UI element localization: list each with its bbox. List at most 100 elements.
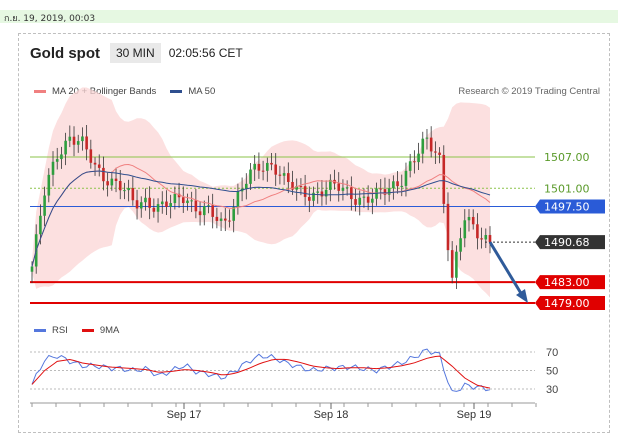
candle-body [228,220,231,222]
candle-body [371,198,374,203]
candle-body [455,251,458,278]
credit-text: Research © 2019 Trading Central [458,86,600,97]
candle-body [383,189,387,195]
level-label: 1507.00 [544,151,590,164]
candle-body [366,196,370,203]
candle-body [488,235,492,242]
candle-body [232,206,235,221]
candle-body [72,136,76,145]
legend-label: MA 50 [188,86,216,97]
legend-item-9ma: 9MA [81,325,119,336]
candle-body [446,203,450,251]
candle-body [51,161,55,175]
candle-body [123,190,126,192]
legend-item-rsi: RSI [34,325,68,336]
candle-body [81,136,84,142]
candle-body [354,199,357,205]
date-bar: ก.ย. 19, 2019, 00:03 [0,10,618,24]
level-label: 1497.50 [544,201,590,214]
candle-body [392,181,395,189]
candle-body [476,224,479,239]
candle-body [93,162,97,165]
candle-body [152,207,156,212]
candle-body [148,197,151,208]
candle-body [139,202,143,209]
candle-body [450,250,454,278]
candle-body [257,163,261,171]
candle-body [400,185,404,187]
candle-body [106,181,109,186]
candle-body [282,173,286,176]
candle-body [253,163,256,170]
level-label: 1490.68 [544,236,590,249]
candle-body [30,266,34,272]
candle-body [160,201,164,205]
level-label: 1479.00 [544,297,590,310]
candle-body [223,218,227,221]
candle-body [68,136,72,141]
candle-body [379,188,383,190]
ma50-line [31,170,491,267]
legend-swatch [81,329,94,332]
legend-swatch [34,329,46,332]
rsi-line [31,348,491,392]
candle-body [438,152,441,155]
candle-body [211,205,214,217]
candle-body [215,216,219,221]
candle-body [177,193,181,198]
candle-body [64,140,67,155]
candle-body [169,203,172,207]
candle-body [156,204,160,212]
candle-body [207,205,210,207]
candle-body [299,186,303,188]
candle-body [85,136,88,150]
candle-body [244,183,248,189]
candle-body [442,154,446,204]
candle-body [55,159,59,162]
candle-body [463,220,467,239]
candle-body [261,170,265,172]
candle-body [165,201,168,207]
candle-body [324,189,328,197]
level-tag-1490.68 [535,235,605,250]
x-axis-tick-label: Sep 17 [167,409,202,421]
candle-body [287,173,290,182]
candle-body [303,186,307,197]
candle-body [408,161,412,171]
legend-item-ma50: MA 50 [170,86,215,97]
candle-body [118,180,122,191]
candle-body [396,181,399,187]
candle-body [345,187,349,189]
instrument-title: Gold spot [30,44,100,62]
candle-body [341,187,345,191]
candle-body [413,161,416,163]
candle-body [76,141,80,145]
level-tag-1479.00 [535,296,605,310]
chart-header: Gold spot 30 MIN 02:05:56 CET [30,42,243,64]
candle-body [337,183,341,191]
candle-body [320,191,324,197]
candle-body [186,200,189,204]
rsi-level-label: 70 [546,347,558,359]
candle-body [434,151,437,153]
candle-body [329,179,332,190]
chart-frame [18,33,610,433]
candle-body [266,162,269,171]
candle-body [202,206,206,216]
level-label: 1501.00 [544,182,590,195]
candle-body [291,181,294,190]
legend-swatch [34,90,46,93]
forecast-arrow [488,241,524,296]
candle-body [404,170,408,186]
candle-body [459,238,462,252]
level-label: 1483.00 [544,276,590,289]
candle-body [131,188,135,201]
timeframe-badge[interactable]: 30 MIN [110,43,161,63]
candle-body [127,188,130,191]
candle-body [417,153,420,163]
candle-body [270,162,273,165]
candle-body [102,167,105,182]
candle-body [387,188,391,195]
level-tag-1483.00 [535,275,605,290]
candle-body [278,174,282,176]
